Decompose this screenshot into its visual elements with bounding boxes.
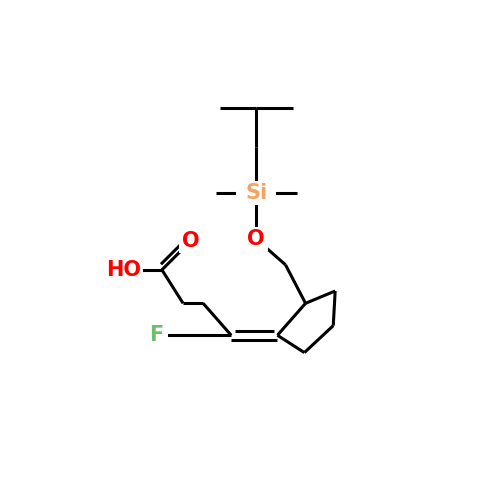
- Text: O: O: [248, 229, 265, 249]
- Text: O: O: [182, 231, 200, 251]
- Text: HO: HO: [106, 260, 141, 280]
- FancyBboxPatch shape: [244, 227, 268, 251]
- FancyBboxPatch shape: [104, 258, 144, 282]
- FancyBboxPatch shape: [236, 181, 277, 205]
- Text: F: F: [149, 326, 164, 345]
- FancyBboxPatch shape: [179, 229, 203, 253]
- FancyBboxPatch shape: [144, 324, 168, 347]
- Text: Si: Si: [245, 183, 268, 203]
